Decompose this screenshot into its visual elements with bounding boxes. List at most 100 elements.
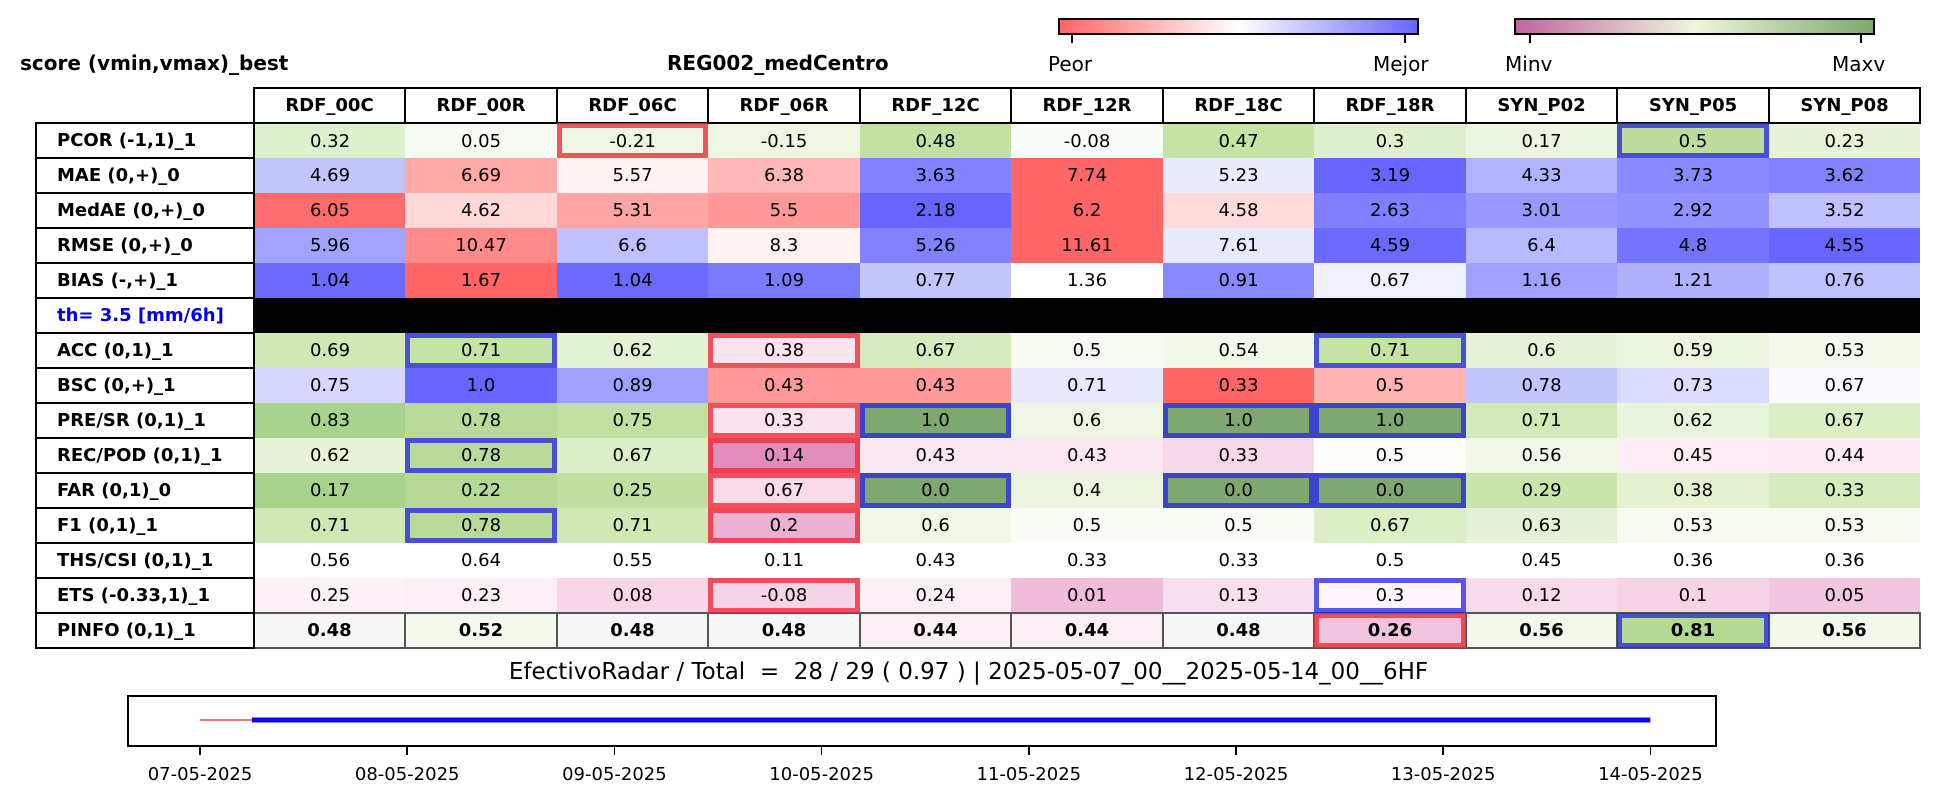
score-cell: 0.36 bbox=[1769, 543, 1920, 578]
score-cell: 0.43 bbox=[860, 368, 1011, 403]
row-label: ACC (0,1)_1 bbox=[35, 332, 255, 369]
corner-blank bbox=[36, 88, 254, 123]
score-cell: 0.67 bbox=[1314, 263, 1466, 298]
row-label: MAE (0,+)_0 bbox=[35, 157, 255, 194]
score-cell: 0.78 bbox=[405, 403, 557, 438]
score-cell: 0.59 bbox=[1617, 333, 1769, 368]
table-row: THS/CSI (0,1)_1 0.56 0.64 0.55 0.11 0.43 0.33 0… bbox=[35, 542, 1920, 579]
score-cell: 0.4 bbox=[1011, 473, 1163, 508]
timeline-tick bbox=[1649, 747, 1652, 755]
score-cell: 1.16 bbox=[1466, 263, 1617, 298]
score-cell: 0.22 bbox=[405, 473, 557, 508]
timeline-plot bbox=[200, 717, 1651, 723]
score-cell: 5.23 bbox=[1163, 158, 1314, 193]
score-cell: -0.08 bbox=[1011, 123, 1163, 158]
score-cell: 0.56 bbox=[1768, 612, 1921, 649]
column-header: RDF_12C bbox=[859, 87, 1012, 124]
score-cell: 0.38 bbox=[1617, 473, 1769, 508]
table-row: F1 (0,1)_1 0.71 0.78 0.71 0.2 0.6 0.5 0.5 0.67 0.… bbox=[35, 507, 1920, 544]
score-cell: 0.64 bbox=[405, 543, 557, 578]
score-cell: 5.31 bbox=[557, 193, 708, 228]
score-cell: 0.29 bbox=[1466, 473, 1617, 508]
score-cell: 0.71 bbox=[1466, 403, 1617, 438]
row-label: THS/CSI (0,1)_1 bbox=[35, 542, 255, 579]
score-cell: 1.09 bbox=[708, 263, 860, 298]
row-label: PRE/SR (0,1)_1 bbox=[35, 402, 255, 439]
score-cell: 6.38 bbox=[708, 158, 860, 193]
score-cell: 4.59 bbox=[1314, 228, 1466, 263]
column-header: RDF_06R bbox=[707, 87, 861, 124]
timeline-tick bbox=[1028, 747, 1030, 755]
score-cell: 8.3 bbox=[708, 228, 860, 263]
score-cell: 5.96 bbox=[254, 228, 405, 263]
score-cell: 6.6 bbox=[557, 228, 708, 263]
score-cell: 0.67 bbox=[860, 333, 1011, 368]
score-cell: 0.48 bbox=[860, 123, 1011, 158]
table-row: ACC (0,1)_1 0.69 0.71 0.62 0.38 0.67 0.5 0.54 0.… bbox=[35, 332, 1920, 369]
score-cell: 4.55 bbox=[1769, 228, 1920, 263]
column-header: RDF_12R bbox=[1010, 87, 1164, 124]
score-cell: 0.63 bbox=[1466, 508, 1617, 543]
score-cell: 0.13 bbox=[1163, 578, 1314, 613]
timeline-tick bbox=[1235, 747, 1237, 755]
score-cell: 0.67 bbox=[1769, 368, 1920, 403]
score-cell: 0.6 bbox=[1466, 333, 1617, 368]
score-cell: 0.78 bbox=[1466, 368, 1617, 403]
row-label: ETS (-0.33,1)_1 bbox=[35, 577, 255, 614]
score-cell: 0.6 bbox=[1011, 403, 1163, 438]
score-cell: 6.69 bbox=[405, 158, 557, 193]
range-colorbar-tick-high bbox=[1860, 35, 1862, 43]
score-cell: 0.43 bbox=[708, 368, 860, 403]
table-row: RMSE (0,+)_0 5.96 10.47 6.6 8.3 5.26 11.61 7.61… bbox=[35, 227, 1920, 264]
quality-colorbar-high-label: Mejor bbox=[1373, 52, 1429, 76]
score-cell: 0.33 bbox=[1769, 473, 1920, 508]
column-header-row: RDF_00C RDF_00R RDF_06C RDF_06R RDF_12C RDF_1… bbox=[36, 87, 1921, 124]
score-cell: 0.05 bbox=[405, 123, 557, 158]
score-cell: 0.67 bbox=[1314, 508, 1466, 543]
score-cell: 3.52 bbox=[1769, 193, 1920, 228]
score-cell: 0.44 bbox=[859, 612, 1012, 649]
score-cell: 0.5 bbox=[1617, 123, 1769, 158]
timeline-tick-label: 08-05-2025 bbox=[354, 764, 460, 785]
score-cell: 0.48 bbox=[1162, 612, 1315, 649]
score-cell: 6.05 bbox=[254, 193, 405, 228]
score-cell: 0.5 bbox=[1011, 333, 1163, 368]
score-cell: 0.24 bbox=[860, 578, 1011, 613]
score-cell: 0.53 bbox=[1617, 508, 1769, 543]
summary-text: EfectivoRadar / Total = 28 / 29 ( 0.97 )… bbox=[508, 659, 1429, 685]
score-cell: 3.73 bbox=[1617, 158, 1769, 193]
timeline-tick-label: 10-05-2025 bbox=[769, 764, 874, 785]
range-colorbar-high-label: Maxv bbox=[1832, 52, 1886, 76]
range-colorbar-tick-low bbox=[1529, 35, 1531, 43]
score-cell: 0.81 bbox=[1616, 612, 1770, 649]
score-cell: 0.75 bbox=[557, 403, 708, 438]
score-cell: 0.23 bbox=[405, 578, 557, 613]
score-cell: 0.48 bbox=[707, 612, 861, 649]
score-cell: 0.67 bbox=[1769, 403, 1920, 438]
score-cell: 0.33 bbox=[1163, 438, 1314, 473]
score-cell: 3.19 bbox=[1314, 158, 1466, 193]
score-cell: 4.58 bbox=[1163, 193, 1314, 228]
score-cell: 0.26 bbox=[1313, 612, 1467, 649]
timeline-tick-label: 11-05-2025 bbox=[976, 764, 1082, 785]
score-cell: 0.01 bbox=[1011, 578, 1163, 613]
timeline-tick bbox=[820, 747, 823, 755]
score-cell: 0.52 bbox=[404, 612, 558, 649]
score-cell: 4.8 bbox=[1617, 228, 1769, 263]
score-cell: 0.56 bbox=[1465, 612, 1618, 649]
score-cell: 4.62 bbox=[405, 193, 557, 228]
quality-colorbar-tick-low bbox=[1071, 35, 1073, 43]
score-cell: 0.47 bbox=[1163, 123, 1314, 158]
score-cell: 0.48 bbox=[556, 612, 709, 649]
score-cell: 0.25 bbox=[557, 473, 708, 508]
quality-colorbar-tick-high bbox=[1404, 35, 1406, 43]
score-cell: 0.69 bbox=[254, 333, 405, 368]
threshold-bar bbox=[254, 298, 1920, 333]
score-cell: 0.14 bbox=[708, 438, 860, 473]
score-cell: 5.57 bbox=[557, 158, 708, 193]
score-cell: 7.61 bbox=[1163, 228, 1314, 263]
score-cell: 0.56 bbox=[254, 543, 405, 578]
timeline-tick bbox=[613, 747, 616, 755]
timeline-frame bbox=[127, 695, 1717, 747]
range-colorbar-low-label: Minv bbox=[1505, 52, 1553, 76]
